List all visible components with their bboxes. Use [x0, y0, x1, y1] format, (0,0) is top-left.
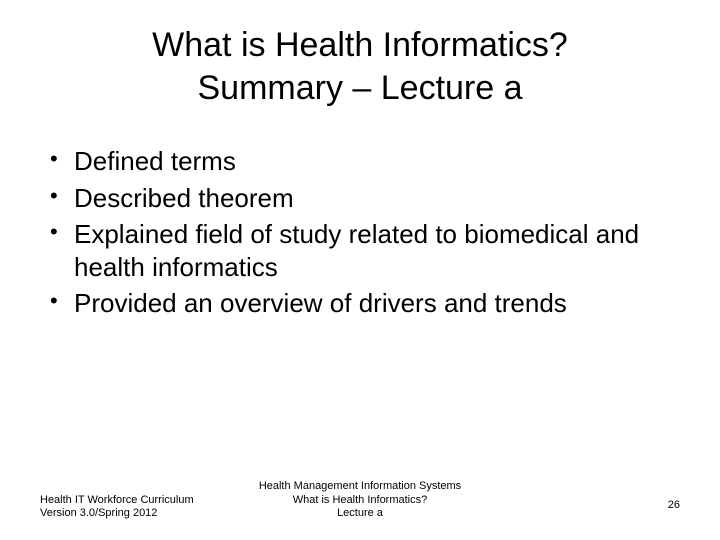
title-line-2: Summary – Lecture a — [197, 69, 522, 107]
title-line-1: What is Health Informatics? — [152, 26, 568, 64]
page-number: 26 — [668, 499, 680, 512]
bullet-item: Defined terms — [46, 145, 680, 178]
footer-center-line2: What is Health Informatics? — [40, 494, 680, 507]
slide-title: What is Health Informatics? Summary – Le… — [40, 24, 680, 109]
bullet-list: Defined terms Described theorem Explaine… — [40, 145, 680, 320]
bullet-item: Provided an overview of drivers and tren… — [46, 287, 680, 320]
slide: What is Health Informatics? Summary – Le… — [0, 0, 720, 540]
footer-center-line1: Health Management Information Systems — [40, 480, 680, 493]
footer-center-line3: Lecture a — [40, 507, 680, 520]
footer-center: Health Management Information Systems Wh… — [40, 480, 680, 520]
bullet-item: Explained field of study related to biom… — [46, 218, 680, 283]
bullet-item: Described theorem — [46, 182, 680, 215]
